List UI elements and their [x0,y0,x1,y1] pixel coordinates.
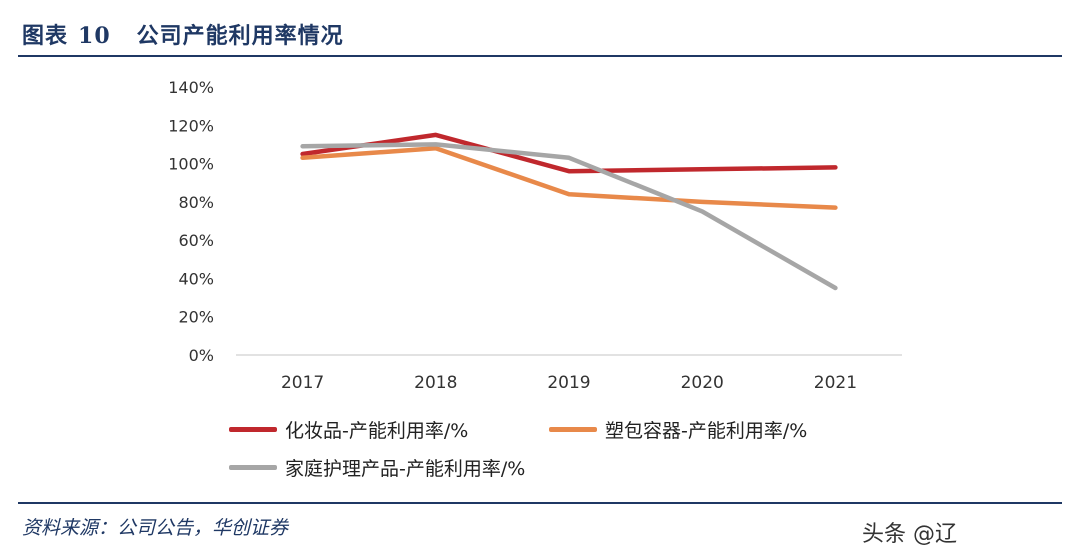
legend-label: 家庭护理产品-产能利用率/% [285,457,526,480]
y-tick-label: 40% [178,269,214,288]
legend-item: 化妆品-产能利用率/% [229,414,468,444]
series-line-1 [300,132,838,174]
figure-title-text: 公司产能利用率情况 [136,23,344,49]
legend-label: 化妆品-产能利用率/% [285,419,469,442]
y-tick-label: 100% [168,155,214,174]
y-tick-label: 80% [178,193,214,212]
figure-number: 10 [78,23,111,49]
y-tick-label: 120% [168,116,214,135]
legend-swatch [229,464,277,470]
x-tick-label: 2019 [547,373,590,393]
line-chart: 0% 20% 40% 60% 80% 100% 120% 140% 2017 2018 2019 20… [168,78,902,393]
x-tick-label: 2017 [281,373,324,393]
legend-label: 塑包容器-产能利用率/% [605,419,808,442]
bottom-rule [18,502,1062,504]
x-tick-label: 2018 [414,373,457,393]
top-rule [18,55,1062,57]
y-tick-label: 140% [168,78,214,97]
legend-item: 塑包容器-产能利用率/% [549,414,807,444]
legend-swatch [229,426,277,432]
figure-title: 图表 10 公司产能利用率情况 [22,18,344,50]
y-tick-label: 60% [178,231,214,250]
y-tick-label: 0% [189,346,214,365]
legend-item: 家庭护理产品-产能利用率/% [229,452,525,482]
watermark: 头条 @辽 [862,522,957,547]
source-note: 资料来源：公司公告，华创证券 [22,517,289,539]
y-tick-label: 20% [178,308,214,327]
x-tick-label: 2020 [681,373,724,393]
x-tick-label: 2021 [814,373,857,393]
legend-swatch [549,426,597,432]
figure-prefix: 图表 [22,23,69,49]
series-line-3 [300,142,838,291]
series-line-2 [300,146,838,210]
